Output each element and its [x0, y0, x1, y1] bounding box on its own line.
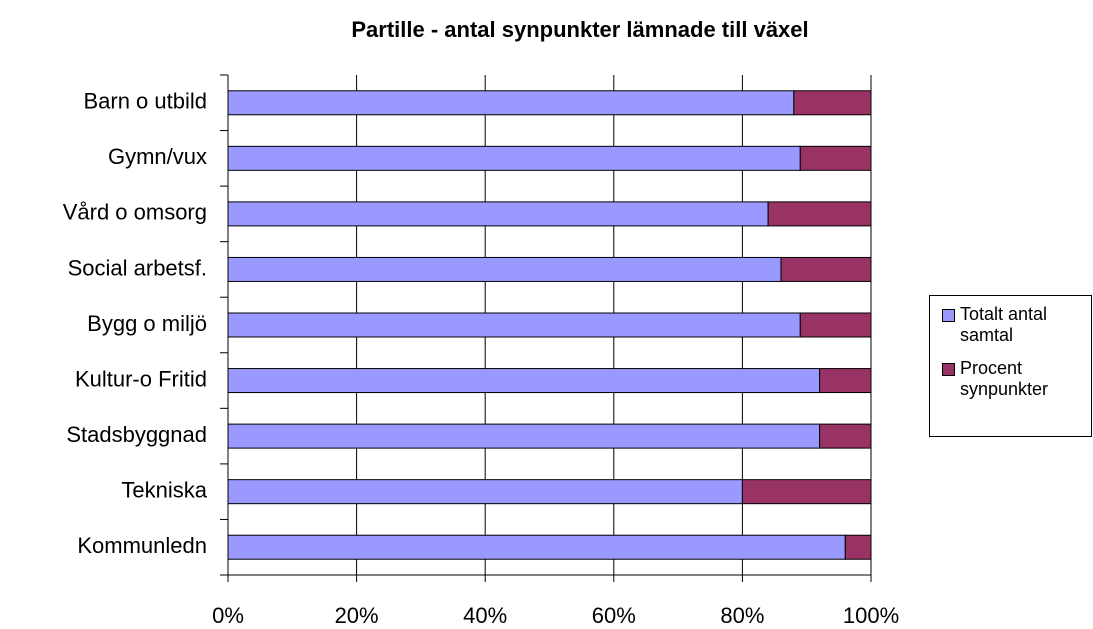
y-tick-label: Stadsbyggnad	[66, 422, 207, 447]
legend-swatch	[942, 309, 955, 322]
bar	[227, 256, 782, 282]
legend-label: Procent synpunkter	[960, 358, 1049, 399]
legend-swatch	[942, 363, 955, 376]
bar	[227, 90, 795, 116]
legend-label: Totalt antal samtal	[960, 304, 1048, 345]
bar	[227, 145, 801, 171]
x-tick-label: 60%	[592, 603, 636, 628]
legend: Totalt antal samtal Procent synpunkter	[929, 295, 1092, 437]
bar	[819, 423, 872, 449]
bar	[793, 90, 872, 116]
bar	[227, 201, 769, 227]
bar	[227, 423, 821, 449]
legend-item: Totalt antal samtal	[942, 304, 1087, 346]
bar	[819, 368, 872, 394]
bar	[227, 312, 801, 338]
y-tick-label: Social arbetsf.	[68, 255, 207, 280]
y-tick-label: Kommunledn	[77, 533, 207, 558]
bar	[227, 368, 821, 394]
x-tick-label: 0%	[212, 603, 244, 628]
legend-item: Procent synpunkter	[942, 358, 1087, 400]
bar	[767, 201, 872, 227]
x-tick-label: 80%	[720, 603, 764, 628]
y-tick-label: Bygg o miljö	[87, 311, 207, 336]
bar	[741, 479, 872, 505]
y-tick-label: Kultur-o Fritid	[75, 366, 207, 391]
bar	[799, 145, 872, 171]
chart-title: Partille - antal synpunkter lämnade till…	[351, 17, 808, 42]
y-tick-label: Barn o utbild	[83, 89, 207, 114]
bar	[227, 534, 846, 560]
x-tick-label: 40%	[463, 603, 507, 628]
bar	[227, 479, 743, 505]
x-tick-label: 100%	[843, 603, 899, 628]
x-tick-label: 20%	[335, 603, 379, 628]
bar	[844, 534, 872, 560]
bar	[799, 312, 872, 338]
y-tick-label: Gymn/vux	[108, 144, 207, 169]
y-tick-label: Tekniska	[121, 477, 207, 502]
bar	[780, 256, 872, 282]
y-tick-label: Vård o omsorg	[63, 200, 207, 225]
